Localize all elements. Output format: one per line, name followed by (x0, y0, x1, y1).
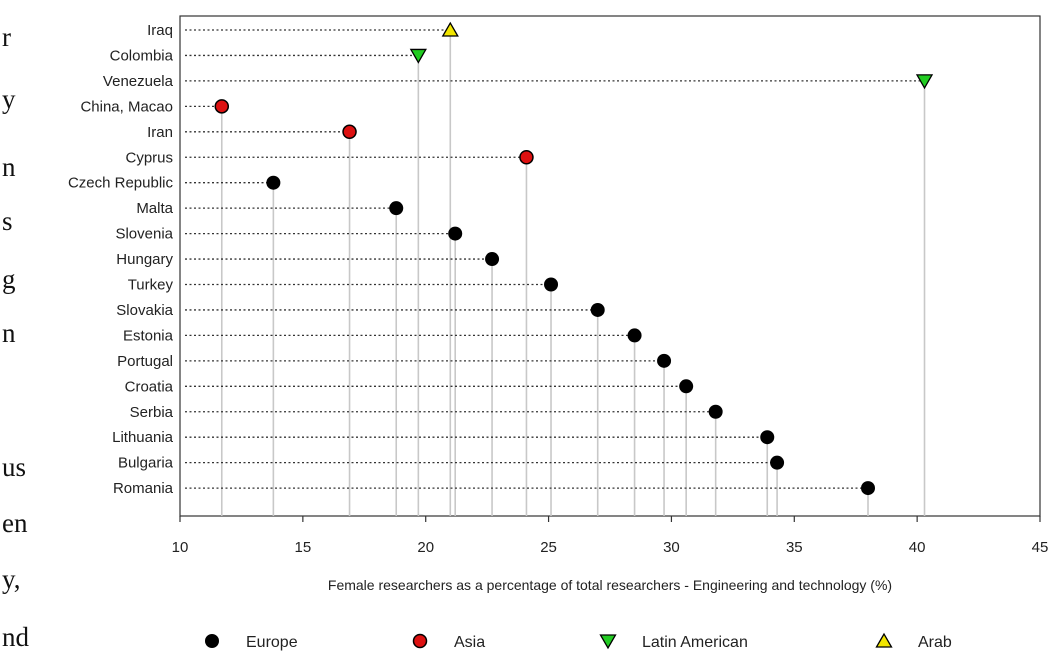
data-point (519, 150, 534, 165)
category-label: Iran (147, 124, 173, 141)
plot-area (179, 15, 1041, 517)
data-point (485, 252, 500, 267)
x-axis: 10 15 20 25 30 35 40 45 (172, 516, 1049, 556)
legend-label: Asia (454, 634, 485, 651)
side-text-fragment: g (2, 264, 16, 294)
legend-marker (205, 634, 219, 648)
data-point (770, 455, 785, 470)
side-text-fragment: nd (2, 622, 29, 652)
data-point (915, 74, 934, 90)
x-tick-label: 45 (1032, 539, 1049, 556)
category-label: Slovenia (115, 226, 173, 243)
category-label: China, Macao (80, 98, 173, 115)
side-text-fragment: y (2, 84, 16, 114)
side-text-fragment: us (2, 452, 27, 482)
category-label: Lithuania (112, 429, 174, 446)
data-point (214, 99, 230, 114)
category-label: Bulgaria (118, 455, 174, 472)
plot-border (179, 15, 1041, 517)
data-point (657, 353, 672, 368)
legend-label: Arab (918, 634, 952, 651)
data-point (544, 277, 559, 292)
side-text-fragment: r (2, 22, 11, 52)
cropped-side-text: r y n s g n us en y, nd (0, 0, 40, 653)
category-label: Croatia (125, 378, 174, 395)
data-point (627, 328, 642, 343)
data-point (760, 430, 775, 445)
x-tick-label: 40 (909, 539, 926, 556)
legend-label: Latin American (642, 634, 748, 651)
x-axis-title: Female researchers as a percentage of to… (328, 577, 892, 593)
x-tick-label: 30 (663, 539, 680, 556)
legend-marker (875, 632, 893, 648)
x-tick-label: 25 (540, 539, 557, 556)
legend-marker (412, 633, 428, 649)
x-tick-label: 10 (172, 539, 189, 556)
data-point (708, 404, 723, 419)
category-label: Estonia (123, 327, 174, 344)
category-label: Cyprus (125, 149, 173, 166)
category-label: Slovakia (116, 302, 173, 319)
legend: Europe Asia Latin American Arab (205, 632, 952, 651)
side-text-fragment: s (2, 206, 13, 236)
data-point (441, 21, 459, 37)
guide-lines (185, 29, 926, 516)
x-tick-label: 15 (295, 539, 312, 556)
data-point (861, 481, 875, 496)
data-point (342, 124, 357, 140)
category-label: Colombia (110, 47, 174, 64)
category-label: Romania (113, 480, 174, 497)
data-point (448, 226, 463, 241)
category-label: Venezuela (103, 73, 174, 90)
data-point (590, 302, 605, 317)
side-text-fragment: n (2, 318, 16, 348)
category-label: Serbia (130, 404, 174, 421)
data-point (266, 175, 281, 190)
x-tick-label: 35 (786, 539, 803, 556)
category-labels: Iraq Colombia Venezuela China, Macao Iran Cyp… (68, 22, 174, 497)
category-label: Hungary (116, 251, 173, 268)
x-tick-label: 20 (417, 539, 434, 556)
side-text-fragment: y, (2, 564, 21, 594)
data-point (679, 379, 694, 394)
category-label: Turkey (128, 277, 174, 294)
side-text-fragment: n (2, 152, 16, 182)
legend-label: Europe (246, 634, 298, 651)
category-label: Malta (136, 200, 173, 217)
data-markers (214, 21, 934, 496)
category-label: Czech Republic (68, 175, 174, 192)
legend-marker (599, 634, 617, 650)
category-label: Iraq (147, 22, 173, 39)
data-point (389, 201, 404, 216)
data-point (409, 48, 427, 64)
side-text-fragment: en (2, 508, 28, 538)
category-label: Portugal (117, 353, 173, 370)
